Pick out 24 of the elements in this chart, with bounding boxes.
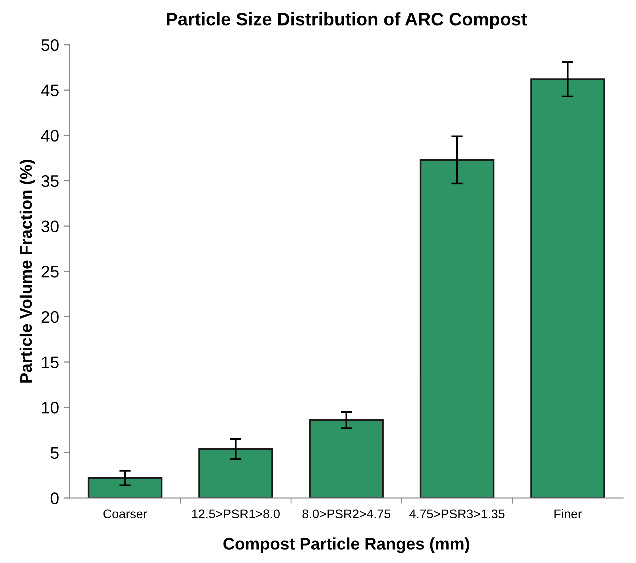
x-axis-title: Compost Particle Ranges (mm) bbox=[224, 538, 470, 554]
y-tick-label: 40 bbox=[41, 130, 59, 142]
x-tick-label: 4.75>PSR3>1.35 bbox=[410, 510, 505, 519]
y-tick-label: 25 bbox=[42, 266, 59, 278]
y-axis-title: Particle Volume Fraction (%) bbox=[20, 160, 36, 383]
y-tick-label: 5 bbox=[50, 448, 59, 460]
bar bbox=[88, 477, 163, 498]
y-tick-label: 50 bbox=[42, 39, 59, 52]
bar bbox=[198, 448, 274, 498]
chart-title: Particle Size Distribution of ARC Compost bbox=[167, 12, 528, 30]
y-tick-label: 0 bbox=[50, 492, 59, 504]
y-tick-label: 45 bbox=[41, 84, 59, 97]
x-tick-label: Finer bbox=[554, 509, 582, 519]
x-tick-label: 12.5>PSR1>8.0 bbox=[192, 510, 280, 519]
y-tick-label: 35 bbox=[42, 175, 59, 188]
y-tick-label: 30 bbox=[42, 220, 59, 233]
bar bbox=[309, 419, 384, 498]
x-tick-label: 8.0>PSR2>4.75 bbox=[302, 510, 391, 519]
y-tick-label: 15 bbox=[42, 356, 59, 368]
bar bbox=[420, 159, 495, 498]
bar bbox=[530, 78, 606, 498]
y-tick-label: 20 bbox=[42, 311, 59, 324]
x-tick-label: Coarser bbox=[104, 510, 148, 519]
y-tick-label: 10 bbox=[42, 402, 59, 414]
